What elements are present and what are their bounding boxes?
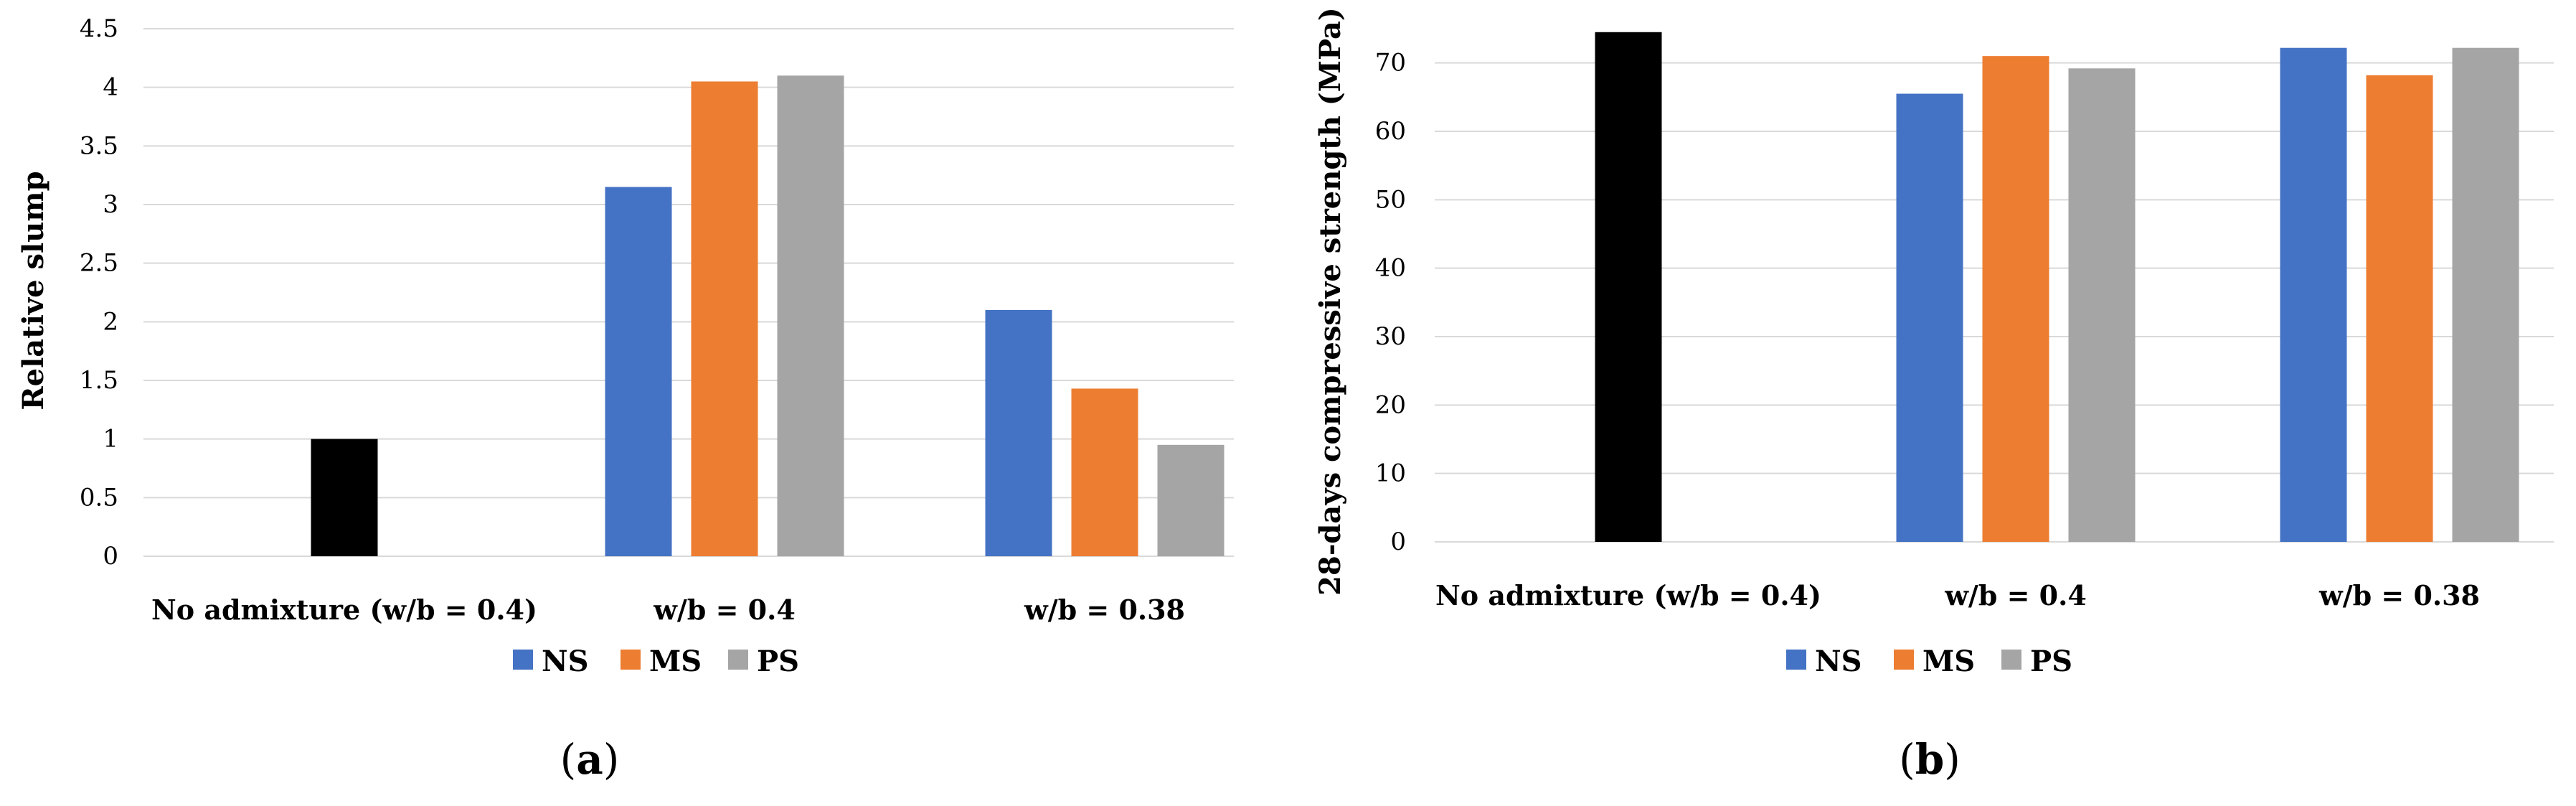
y-tick-label: 2 (103, 307, 118, 336)
bar-no-admixture (1595, 32, 1662, 543)
bar-no-admixture (311, 439, 378, 556)
chart-panel-a: 0 0.5 1 1.5 2 2.5 3 3.5 4 4.5 No admixture (w/b =… (16, 14, 1234, 784)
legend-label-ms: MS (1922, 645, 1975, 678)
bar-ns (985, 310, 1052, 556)
y-tick-label: 2.5 (80, 249, 118, 278)
y-tick-labels: 0 10 20 30 40 50 60 70 (1375, 49, 1406, 556)
legend-swatch-ns (513, 650, 533, 670)
bar-ns (1896, 93, 1963, 543)
category-labels: No admixture (w/b = 0.4) w/b = 0.4 w/b = 0… (151, 594, 1185, 626)
y-tick-label: 1 (103, 425, 118, 454)
category-label: w/b = 0.4 (653, 594, 796, 626)
y-tick-label: 50 (1375, 185, 1406, 214)
y-tick-label: 3.5 (80, 131, 118, 160)
panel-label-b: (b) (1899, 735, 1961, 784)
category-label: No admixture (w/b = 0.4) (151, 594, 537, 626)
y-tick-label: 70 (1375, 49, 1406, 78)
bars (311, 75, 1225, 557)
category-labels: No admixture (w/b = 0.4) w/b = 0.4 w/b = 0… (1435, 579, 2480, 611)
y-tick-label: 40 (1375, 254, 1406, 283)
bar-ps (2068, 68, 2136, 542)
category-label: No admixture (w/b = 0.4) (1435, 579, 1821, 611)
y-tick-label: 0.5 (80, 483, 118, 512)
legend-label-ps: PS (2030, 645, 2072, 678)
legend: NS MS PS (1786, 645, 2072, 678)
legend-swatch-ms (621, 650, 641, 670)
legend-swatch-ps (2001, 650, 2021, 670)
legend-label-ms: MS (649, 645, 702, 678)
legend-swatch-ms (1894, 650, 1914, 670)
bar-ms (2366, 75, 2433, 543)
y-tick-label: 4 (103, 73, 118, 102)
category-label: w/b = 0.4 (1944, 579, 2087, 611)
y-tick-label: 30 (1375, 322, 1406, 351)
bar-ms (1071, 388, 1138, 556)
gridlines (143, 28, 1234, 557)
bar-ps (1157, 444, 1225, 556)
bar-ns (605, 187, 672, 556)
panel-label-a: (a) (560, 735, 620, 784)
y-tick-label: 0 (103, 542, 118, 571)
legend-swatch-ps (728, 650, 748, 670)
y-tick-label: 0 (1390, 528, 1406, 556)
y-axis-title: Relative slump (16, 171, 50, 410)
bars (1595, 32, 2519, 543)
legend-label-ns: NS (542, 645, 588, 678)
y-axis-title: 28-days compressive strength (MPa) (1313, 7, 1347, 596)
y-tick-label: 1.5 (80, 366, 118, 395)
legend-swatch-ns (1786, 650, 1806, 670)
category-label: w/b = 0.38 (2318, 579, 2480, 611)
y-tick-label: 4.5 (80, 14, 118, 43)
legend: NS MS PS (513, 645, 799, 678)
bar-ps (777, 75, 844, 557)
y-tick-label: 20 (1375, 390, 1406, 419)
chart-panel-b: 0 10 20 30 40 50 60 70 No admixture (w/b = 0.4)… (1313, 7, 2554, 784)
y-tick-labels: 0 0.5 1 1.5 2 2.5 3 3.5 4 4.5 (80, 14, 118, 571)
bar-ps (2452, 47, 2519, 542)
y-tick-label: 60 (1375, 117, 1406, 146)
category-label: w/b = 0.38 (1024, 594, 1185, 626)
y-tick-label: 3 (103, 190, 118, 219)
y-tick-label: 10 (1375, 459, 1406, 488)
legend-label-ns: NS (1815, 645, 1862, 678)
legend-label-ps: PS (757, 645, 799, 678)
bar-ms (691, 81, 758, 556)
bar-ms (1982, 56, 2049, 543)
bar-ns (2280, 47, 2347, 542)
